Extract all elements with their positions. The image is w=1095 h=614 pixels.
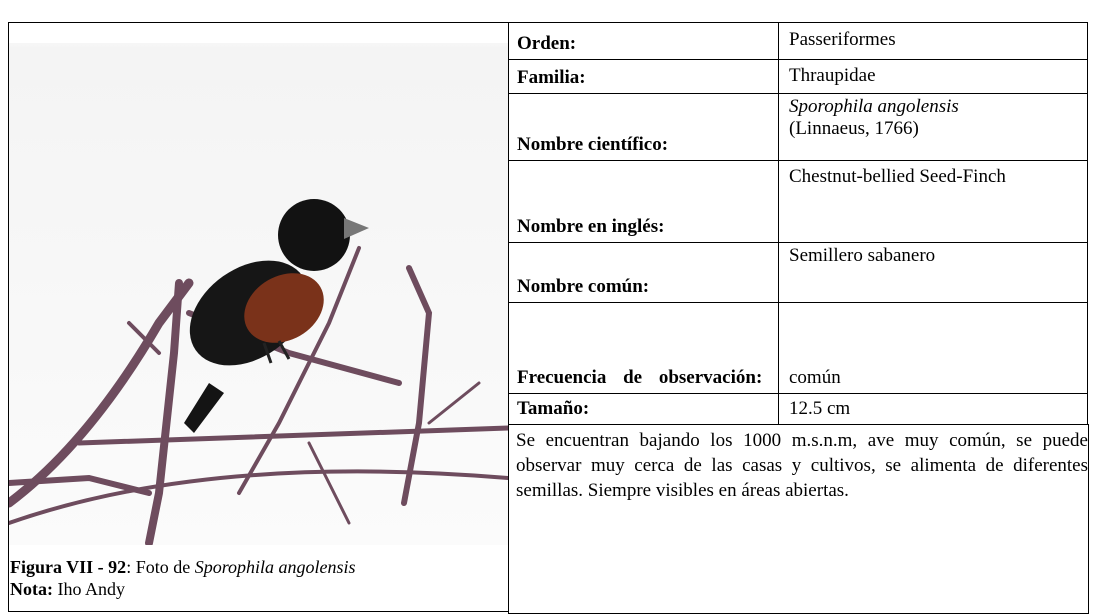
bird-photo bbox=[9, 23, 508, 545]
description: Se encuentran bajando los 1000 m.s.n.m, … bbox=[516, 430, 1088, 501]
row-label: Nombre común: bbox=[517, 276, 650, 297]
row-label: Frecuencia de observación: bbox=[517, 367, 763, 388]
row-value: Passeriformes bbox=[789, 29, 896, 50]
photo-note: Nota: Iho Andy bbox=[10, 578, 125, 600]
caption-text: : Foto de bbox=[126, 557, 195, 577]
label-cell: Nombre científico: bbox=[508, 93, 779, 161]
row-value: 12.5 cm bbox=[789, 398, 851, 419]
label-cell: Nombre común: bbox=[508, 242, 779, 303]
author-year: (Linnaeus, 1766) bbox=[789, 118, 919, 139]
figure-number: Figura VII - 92 bbox=[10, 557, 127, 577]
row-label: Orden: bbox=[517, 33, 577, 54]
bird bbox=[184, 199, 369, 433]
label-cell: Tamaño: bbox=[508, 393, 779, 425]
value-cell: Semillero sabanero bbox=[778, 242, 1088, 303]
row-label: Nombre científico: bbox=[517, 134, 669, 155]
value-cell: Thraupidae bbox=[778, 59, 1088, 94]
note-label: Nota: bbox=[10, 579, 53, 599]
scientific-name: Sporophila angolensis bbox=[789, 96, 959, 117]
note-text: Iho Andy bbox=[57, 579, 126, 599]
row-value: Semillero sabanero bbox=[789, 245, 936, 266]
row-value: Sporophila angolensis (Linnaeus, 1766) bbox=[789, 96, 1019, 140]
row-value: Thraupidae bbox=[789, 64, 876, 86]
value-cell: Chestnut-bellied Seed-Finch bbox=[778, 160, 1088, 243]
value-cell: Passeriformes bbox=[778, 22, 1088, 60]
label-cell: Frecuencia de observación: bbox=[508, 302, 779, 394]
figure-caption: Figura VII - 92: Foto de Sporophila ango… bbox=[10, 556, 356, 578]
row-value: Chestnut-bellied Seed-Finch bbox=[789, 166, 1006, 187]
label-cell: Nombre en inglés: bbox=[508, 160, 779, 243]
caption-species: Sporophila angolensis bbox=[194, 557, 356, 577]
value-cell: Sporophila angolensis (Linnaeus, 1766) bbox=[778, 93, 1088, 161]
value-cell: 12.5 cm bbox=[778, 393, 1088, 425]
row-value: común bbox=[789, 367, 841, 388]
value-cell: común bbox=[778, 302, 1088, 394]
row-label: Tamaño: bbox=[517, 398, 590, 419]
label-cell: Familia: bbox=[508, 59, 779, 94]
row-label: Familia: bbox=[517, 67, 586, 88]
row-label: Nombre en inglés: bbox=[517, 216, 665, 237]
label-cell: Orden: bbox=[508, 22, 779, 60]
